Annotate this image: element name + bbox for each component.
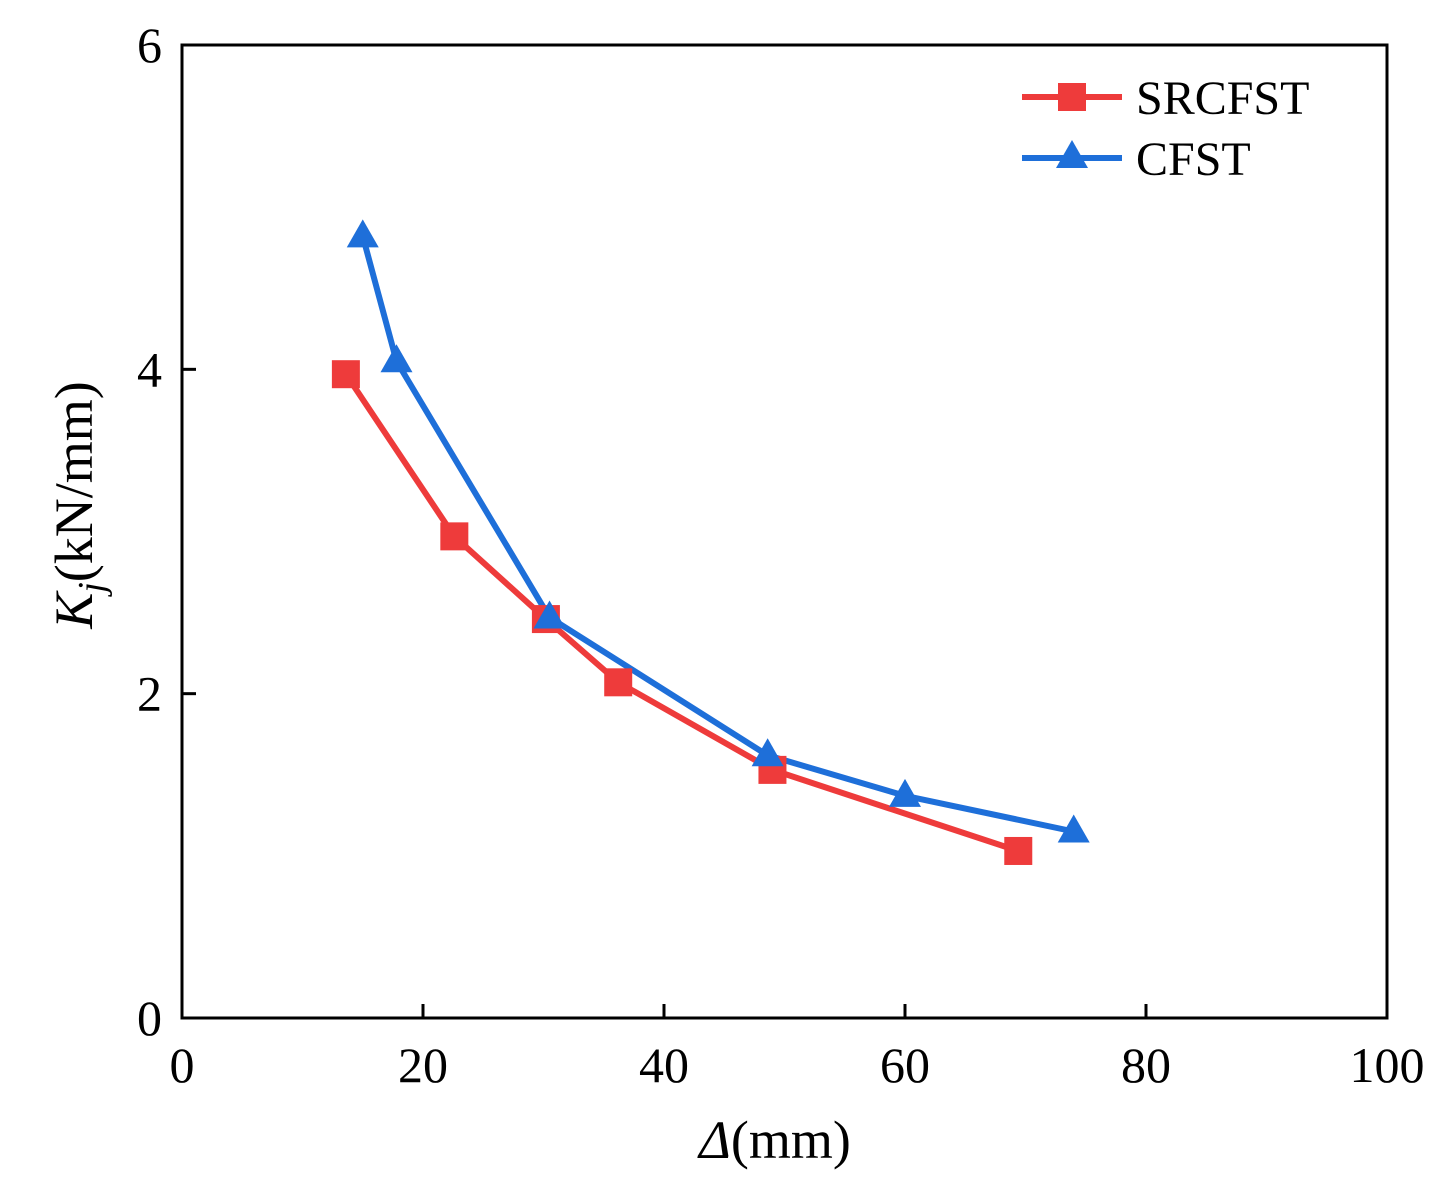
series-line-cfst [359,235,1075,835]
legend-label-srcfst: SRCFST [1136,72,1309,125]
axis-tick-labels: 0 20 40 60 80 100 0 2 4 6 [137,17,1425,1093]
data-point-srcfst [440,522,469,551]
x-tick-label: 80 [1121,1037,1171,1093]
y-tick-label: 0 [137,990,162,1046]
data-point-cfst [751,738,784,767]
legend: SRCFST CFST [1022,72,1309,186]
legend-marker-srcfst [1058,83,1086,111]
x-axis-symbol: Δ [697,1110,731,1170]
legend-marker-cfst [1056,140,1088,168]
series-markers [331,219,1090,865]
y-axis-symbol: K [44,590,104,630]
x-axis-unit: (mm) [731,1110,851,1170]
data-point-cfst [1057,814,1090,843]
x-tick-label: 0 [170,1037,195,1093]
data-point-cfst [533,600,566,629]
data-point-cfst [346,219,379,248]
plot-frame [180,43,1389,1020]
data-point-cfst [380,344,413,373]
y-tick-label: 4 [137,341,162,397]
x-tick-label: 40 [639,1037,689,1093]
y-axis-unit: (kN/mm) [44,381,104,582]
series-line-srcfst [343,372,1020,854]
data-point-srcfst [331,360,360,389]
data-point-cfst [889,778,921,807]
series-lines [343,235,1075,854]
x-tick-label: 100 [1350,1037,1425,1093]
x-tick-label: 20 [398,1037,448,1093]
x-axis-title: Δ(mm) [697,1110,851,1170]
y-axis-title: Kj(kN/mm) [44,381,113,630]
data-point-srcfst [604,668,633,697]
y-tick-label: 6 [137,17,162,73]
y-tick-label: 2 [137,666,162,722]
axis-ticks [182,367,1148,1018]
x-tick-label: 60 [880,1037,930,1093]
legend-label-cfst: CFST [1136,133,1251,186]
data-point-srcfst [1004,836,1033,865]
